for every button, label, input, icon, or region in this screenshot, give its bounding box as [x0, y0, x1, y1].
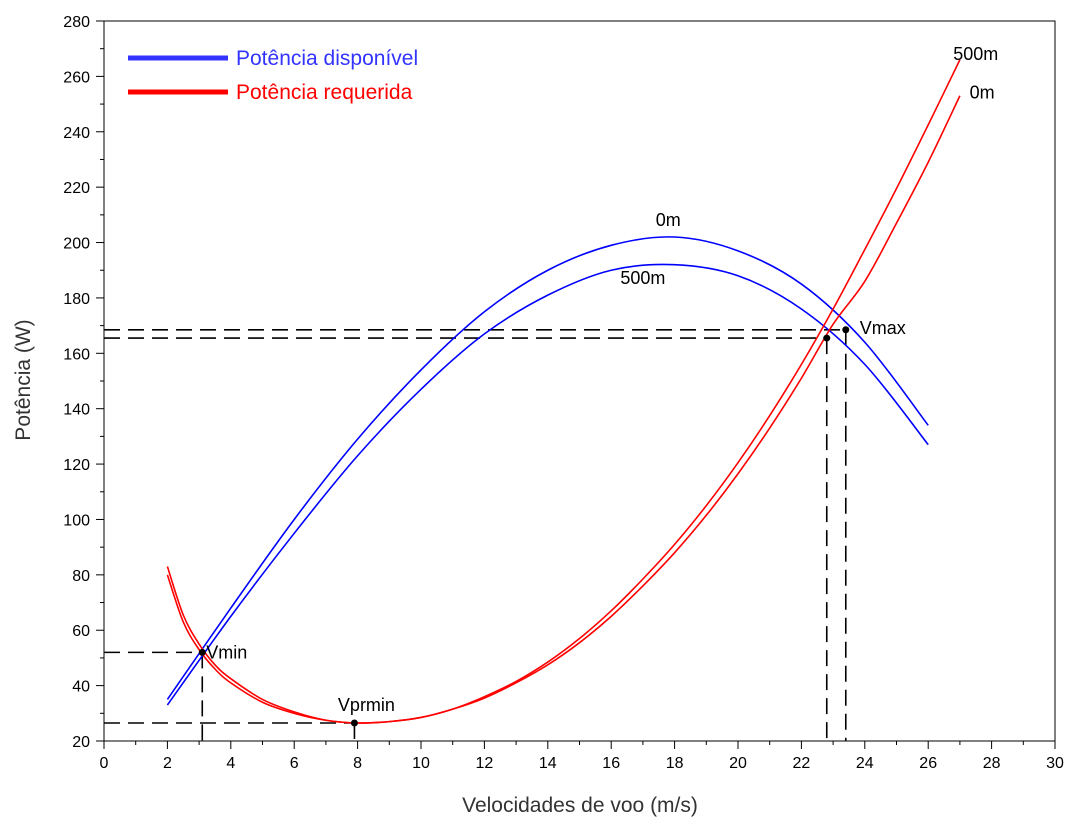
y-tick-label: 80: [72, 568, 90, 585]
series-lines: [166, 59, 961, 724]
marker-point: [823, 334, 831, 342]
guide-lines: [104, 328, 847, 741]
x-tick-label: 18: [666, 755, 684, 772]
axes: 0 2 4 6 8 10 12 14 16 18 20 22 24 26 28 302040608010012…: [63, 14, 1064, 772]
marker-point: [198, 648, 206, 656]
y-tick-label: 100: [63, 512, 90, 529]
curve-label: 500m: [620, 268, 665, 288]
y-tick-label: 220: [63, 180, 90, 197]
y-tick-label: 280: [63, 14, 90, 31]
curve-label: 0m: [656, 210, 681, 230]
available-power-line-0m: [166, 236, 929, 700]
x-tick-label: 30: [1046, 755, 1064, 772]
x-tick-label: 24: [856, 755, 874, 772]
y-tick-label: 260: [63, 69, 90, 86]
curve-labels: 0m 500m 500m 0m: [620, 44, 998, 288]
point-label-vmin: Vmin: [206, 642, 247, 662]
required-power-line-0m: [166, 95, 961, 724]
y-tick-label: 60: [72, 623, 90, 640]
curve-label: 0m: [970, 83, 995, 103]
legend-label: Potência disponível: [236, 47, 418, 70]
x-tick-label: 26: [919, 755, 937, 772]
x-tick-label: 12: [476, 755, 494, 772]
y-tick-label: 160: [63, 346, 90, 363]
y-tick-label: 200: [63, 236, 90, 253]
curve-label: 500m: [953, 44, 998, 64]
marker-point: [350, 719, 358, 727]
y-axis-label: Potência (W): [12, 319, 35, 440]
x-tick-label: 4: [226, 755, 235, 772]
x-tick-label: 10: [412, 755, 430, 772]
x-tick-label: 20: [729, 755, 747, 772]
y-tick-label: 20: [72, 734, 90, 751]
marker-point: [842, 326, 850, 334]
x-axis-label: Velocidades de voo (m/s): [462, 794, 698, 817]
x-tick-label: 8: [353, 755, 362, 772]
y-tick-label: 120: [63, 457, 90, 474]
marker-points: Vmin Vprmin Vmax: [198, 318, 906, 727]
y-tick-label: 240: [63, 125, 90, 142]
point-label-vprmin: Vprmin: [338, 695, 395, 715]
legend: Potência disponível Potência requerida: [128, 47, 418, 104]
x-tick-label: 28: [983, 755, 1001, 772]
x-tick-label: 2: [163, 755, 172, 772]
x-tick-label: 0: [100, 755, 109, 772]
y-tick-label: 180: [63, 291, 90, 308]
legend-label: Potência requerida: [236, 81, 413, 104]
available-power-line-500m: [166, 263, 929, 706]
required-power-line-500m: [166, 59, 961, 724]
x-tick-label: 6: [290, 755, 299, 772]
point-label-vmax: Vmax: [860, 318, 906, 338]
y-tick-label: 40: [72, 679, 90, 696]
x-tick-label: 16: [602, 755, 620, 772]
plot-frame: [103, 20, 1056, 742]
x-tick-label: 14: [539, 755, 557, 772]
y-tick-label: 140: [63, 402, 90, 419]
x-tick-label: 22: [793, 755, 811, 772]
